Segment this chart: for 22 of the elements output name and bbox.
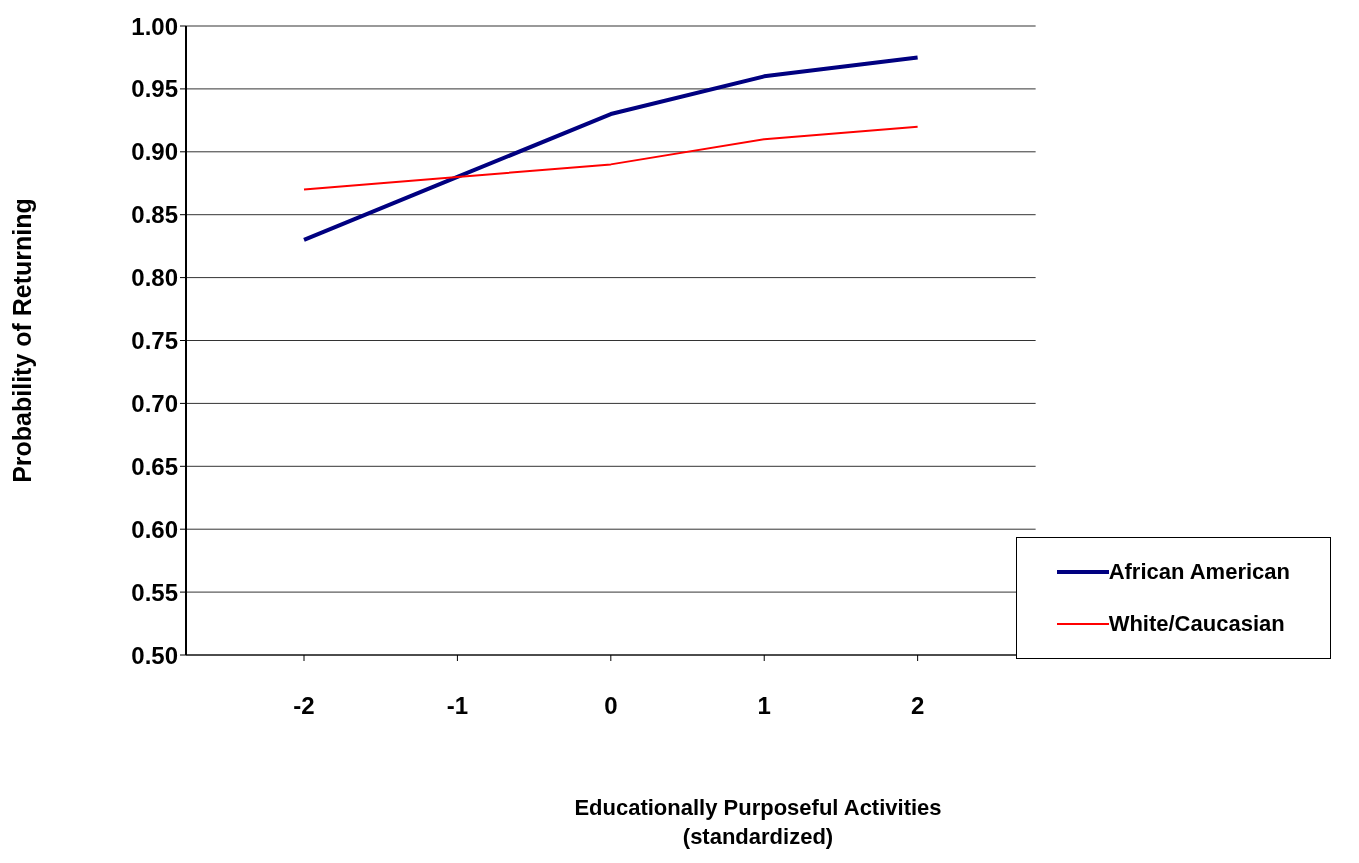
y-tick-label: 1.00 xyxy=(131,12,178,40)
x-tick-label: 2 xyxy=(910,692,925,720)
x-tick-label: -2 xyxy=(293,692,315,720)
y-axis-title: Probability of Returning xyxy=(7,198,36,483)
x-tick-label: 0 xyxy=(604,692,618,720)
y-tick-label: 0.75 xyxy=(131,327,178,355)
y-tick-label: 0.95 xyxy=(131,75,178,103)
line-series xyxy=(303,125,919,191)
y-tick-label: 0.65 xyxy=(131,452,178,480)
line-series xyxy=(302,55,920,242)
legend-label: African American xyxy=(1108,559,1290,585)
y-tick-label: 0.70 xyxy=(131,389,178,417)
x-tick-label: 1 xyxy=(757,692,771,720)
x-tick-label: -1 xyxy=(446,692,469,720)
legend-label: White/Caucasian xyxy=(1108,611,1285,637)
y-tick-label: 0.90 xyxy=(131,138,178,166)
y-tick-label: 0.50 xyxy=(131,641,178,669)
y-tick-label: 0.85 xyxy=(131,201,178,229)
y-tick-label: 0.60 xyxy=(131,515,178,543)
y-tick-label: 0.80 xyxy=(131,264,178,292)
y-tick-label: 0.55 xyxy=(131,578,178,606)
x-axis-title: Educationally Purposeful Activities (standardized) xyxy=(573,794,943,851)
